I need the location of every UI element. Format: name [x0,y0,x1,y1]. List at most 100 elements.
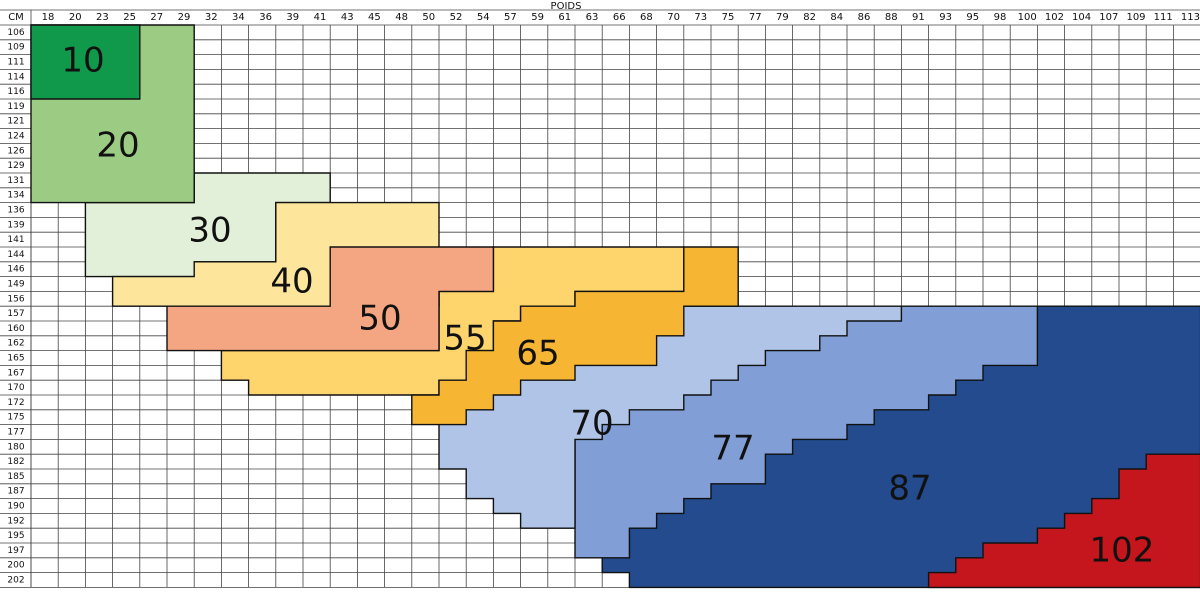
weight-label: 113 [1181,12,1200,23]
corner-label: CM [8,12,24,23]
height-label: 177 [7,428,24,438]
weight-label: 93 [939,12,952,23]
weight-label: 48 [395,12,408,23]
weight-label: 43 [341,12,354,23]
weight-label: 25 [123,12,136,23]
height-label: 114 [7,72,24,82]
height-label: 157 [7,309,24,319]
weight-label: 41 [314,12,327,23]
weight-label: 104 [1072,12,1091,23]
height-label: 129 [7,161,24,171]
weight-label: 91 [912,12,925,23]
weight-label: 59 [531,12,544,23]
height-label: 116 [7,87,24,97]
height-label: 124 [7,132,24,142]
weight-label: 36 [259,12,272,23]
weight-label: 68 [640,12,653,23]
zone [166,246,495,352]
height-label: 190 [7,502,24,512]
height-label: 131 [7,176,24,186]
weight-label: 100 [1018,12,1037,23]
zone-label: 50 [358,299,401,339]
height-label: 162 [7,339,24,349]
weight-label: 88 [885,12,898,23]
height-label: 200 [7,561,24,571]
weight-label: 20 [69,12,82,23]
weight-label: 50 [422,12,435,23]
weight-label: 63 [586,12,599,23]
height-label: 185 [7,472,24,482]
zone-label: 30 [188,211,231,251]
weight-label: 70 [667,12,680,23]
weight-label: 61 [558,12,571,23]
weight-label: 82 [803,12,816,23]
zone-label: 70 [570,404,613,444]
height-label: 165 [7,354,24,364]
height-label: 156 [7,294,24,304]
weight-label: 98 [994,12,1007,23]
weight-label: 79 [776,12,789,23]
zone-label: 55 [443,319,486,359]
zone-label: 20 [96,126,139,166]
weight-label: 107 [1099,12,1118,23]
height-label: 149 [7,280,24,290]
weight-label: 27 [150,12,163,23]
weight-label: 34 [232,12,245,23]
weight-label: 23 [96,12,109,23]
weight-label: 73 [694,12,707,23]
height-label: 192 [7,516,24,526]
height-label: 134 [7,191,24,201]
weight-label: 111 [1154,12,1173,23]
height-label: 195 [7,531,24,541]
zone-label: 102 [1090,531,1155,571]
weight-label: 66 [613,12,626,23]
height-label: 197 [7,546,24,556]
weight-label: 54 [477,12,490,23]
zone [411,246,739,426]
height-label: 160 [7,324,24,334]
zone [30,24,141,100]
height-label: 175 [7,413,24,423]
height-label: 144 [7,250,24,260]
height-label: 136 [7,206,24,216]
weight-label: 32 [205,12,218,23]
weight-label: 57 [504,12,517,23]
height-label: 126 [7,146,24,156]
weight-label: 77 [749,12,762,23]
height-label: 182 [7,457,24,467]
height-label: 106 [7,28,24,38]
weight-label: 52 [450,12,463,23]
height-label: 170 [7,383,24,393]
zone-label: 87 [888,469,931,509]
height-label: 167 [7,368,24,378]
zones: 87 77 70 102 55 65 30 40 50 20 10 [30,24,1200,589]
height-label: 119 [7,102,24,112]
weight-label: 45 [368,12,381,23]
height-label: 121 [7,117,24,127]
zone-label: 65 [516,334,559,374]
height-label: 109 [7,43,24,53]
height-label: 187 [7,487,24,497]
height-label: 141 [7,235,24,245]
height-label: 202 [7,576,24,586]
weight-label: 109 [1126,12,1145,23]
height-label: 139 [7,220,24,230]
zone-label: 40 [270,262,313,302]
height-label: 146 [7,265,24,275]
weight-label: 102 [1045,12,1064,23]
weight-label: 75 [722,12,735,23]
weight-label: 95 [966,12,979,23]
height-label: 111 [7,58,24,68]
height-label: 172 [7,398,24,408]
weight-label: 39 [286,12,299,23]
zone [927,453,1200,589]
weight-title: POIDS [551,1,582,12]
zone-label: 10 [61,41,104,81]
height-label: 180 [7,442,24,452]
weight-label: 84 [830,12,843,23]
weight-label: 18 [42,12,55,23]
weight-label: 86 [858,12,871,23]
weight-label: 29 [178,12,191,23]
